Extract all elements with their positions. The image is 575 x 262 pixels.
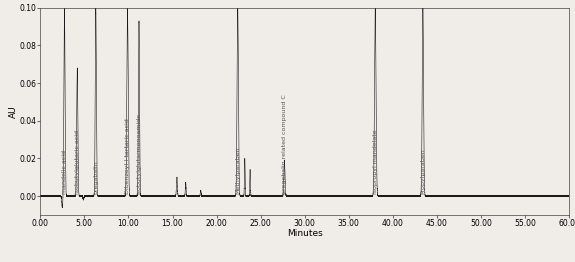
X-axis label: Minutes: Minutes (287, 230, 323, 238)
Text: isobutylglutaric acid: isobutylglutaric acid (75, 130, 80, 194)
Text: isobutylglutarmonoamide: isobutylglutarmonoamide (136, 113, 141, 194)
Text: Dibenzoyl-l-tartaric acid: Dibenzoyl-l-tartaric acid (125, 118, 130, 194)
Y-axis label: AU: AU (9, 105, 18, 118)
Text: isopropyl mandelate: isopropyl mandelate (373, 129, 378, 194)
Text: Methylparaben: Methylparaben (235, 147, 240, 194)
Text: Propylparaben: Propylparaben (420, 149, 426, 194)
Text: pregabalin related compound C: pregabalin related compound C (282, 94, 287, 194)
Text: pregabalin: pregabalin (93, 161, 98, 194)
Text: mandelic acid: mandelic acid (62, 150, 67, 194)
